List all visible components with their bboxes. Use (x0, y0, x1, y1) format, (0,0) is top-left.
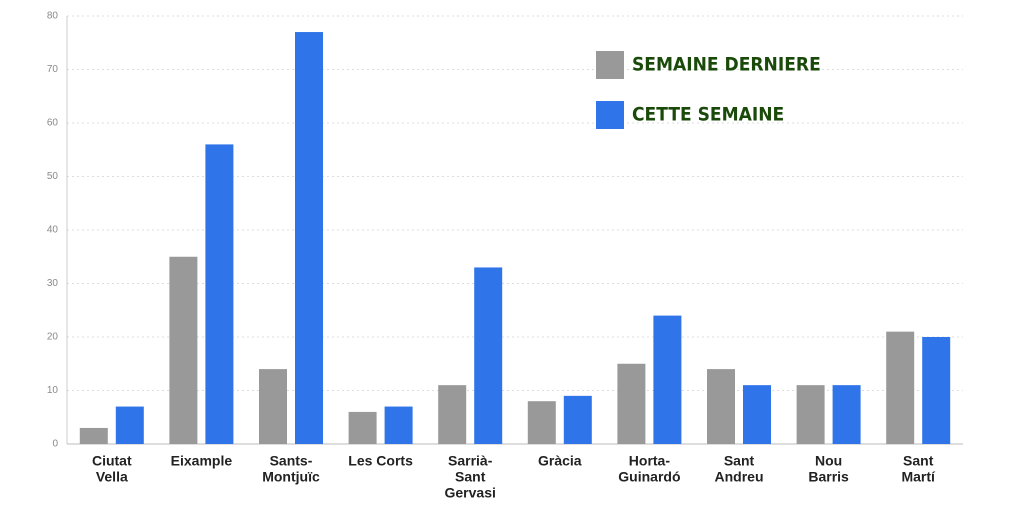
x-tick-label: Vella (96, 469, 128, 485)
bar (79, 427, 108, 444)
x-tick-label: Sant (903, 453, 934, 469)
x-tick-label: Martí (901, 469, 936, 485)
bar (348, 411, 377, 444)
bar (115, 406, 144, 444)
y-tick-label: 60 (47, 118, 59, 129)
x-tick-label: Montjuïc (262, 469, 320, 485)
x-tick-label: Eixample (171, 453, 233, 469)
y-tick-label: 30 (47, 278, 59, 289)
y-tick-label: 0 (52, 439, 58, 450)
x-tick-label: Gràcia (538, 453, 582, 469)
y-tick-label: 40 (47, 225, 59, 236)
bar (295, 32, 323, 445)
x-tick-label: Guinardó (618, 469, 680, 485)
legend-swatch (596, 101, 624, 129)
y-tick-label: 80 (47, 11, 59, 22)
x-tick-label: Barris (808, 469, 849, 485)
x-tick-label: Sant (455, 469, 486, 485)
bar (527, 401, 556, 444)
bar (563, 395, 592, 444)
bar (743, 385, 771, 444)
bar (707, 369, 735, 444)
bar (169, 256, 198, 444)
bar (796, 385, 825, 444)
y-tick-label: 20 (47, 332, 59, 343)
bar (474, 267, 503, 444)
x-tick-label: Sant (724, 453, 755, 469)
legend-swatch (596, 51, 624, 79)
y-tick-label: 10 (47, 385, 59, 396)
x-tick-label: Ciutat (92, 453, 132, 469)
bar (384, 406, 413, 444)
bar (205, 144, 234, 444)
x-tick-label: Sants- (270, 453, 313, 469)
bar (886, 331, 915, 444)
x-tick-label: Sarrià- (448, 453, 493, 469)
bar (438, 385, 467, 444)
x-tick-label: Andreu (715, 469, 764, 485)
bar (617, 363, 646, 444)
x-tick-label: Nou (815, 453, 842, 469)
y-tick-label: 50 (47, 171, 59, 182)
legend-label: CETTE SEMAINE (632, 104, 784, 126)
x-tick-label: Horta- (629, 453, 671, 469)
bar (922, 337, 951, 444)
bar (259, 369, 287, 444)
bar (832, 385, 861, 444)
legend-label: SEMAINE DERNIERE (632, 54, 821, 76)
x-tick-label: Gervasi (445, 485, 496, 501)
bar (653, 315, 682, 444)
y-tick-label: 70 (47, 64, 59, 75)
x-tick-label: Les Corts (348, 453, 413, 469)
